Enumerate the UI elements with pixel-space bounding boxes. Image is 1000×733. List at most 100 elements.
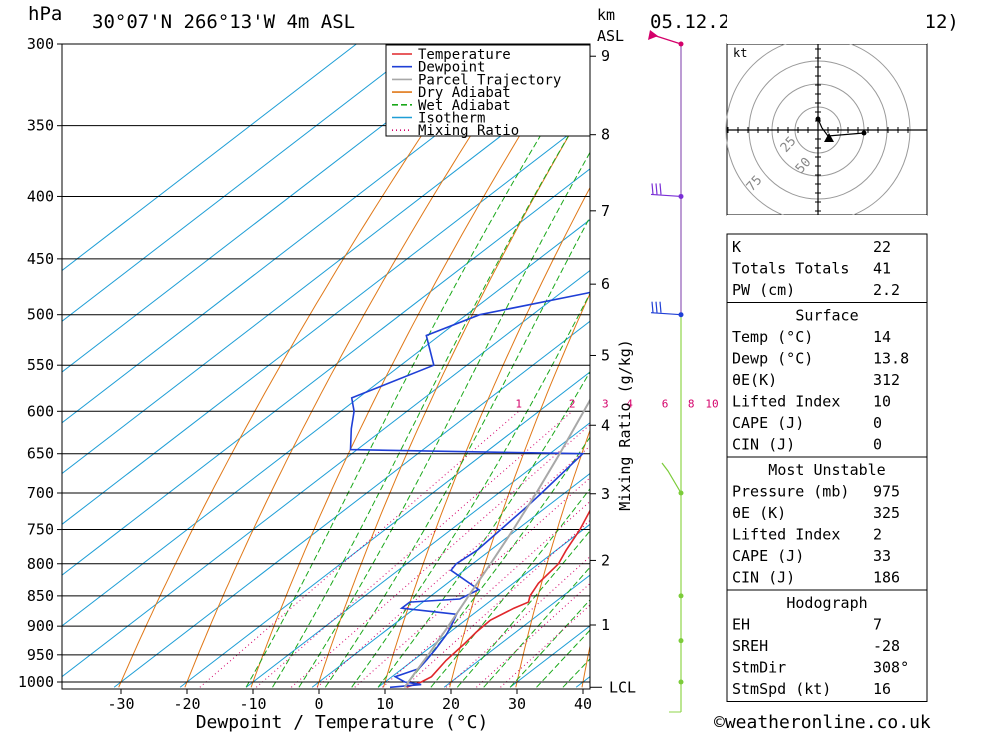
pressure-tick-label: 350	[27, 117, 54, 135]
pressure-tick-label: 600	[27, 402, 54, 420]
index-block-most-unstable	[726, 456, 928, 591]
index-value-general-1: 41	[873, 260, 891, 278]
wind-barb	[655, 301, 658, 313]
index-label-surface-1: Dewp (°C)	[732, 350, 813, 368]
index-label-general-0: K	[732, 238, 741, 256]
pressure-tick-label: 750	[27, 521, 54, 539]
wind-shaft	[655, 35, 682, 45]
legend-label: Wet Adiabat	[418, 98, 511, 114]
mixing-ratio-label: 2	[569, 397, 576, 410]
wind-shaft	[650, 193, 682, 198]
index-label-surface-2: θE(K)	[732, 371, 777, 389]
index-label-hodograph-3: StmSpd (kt)	[732, 680, 831, 698]
x-axis-title: Dewpoint / Temperature (°C)	[196, 712, 489, 733]
index-value-surface-4: 0	[873, 414, 882, 432]
index-value-most-unstable-1: 325	[873, 504, 900, 522]
dry-adiabat-line	[118, 44, 484, 688]
index-label-hodograph-2: StmDir	[732, 659, 786, 677]
wet-adiabat-line	[272, 98, 590, 688]
wet-adiabat-line	[324, 215, 590, 688]
series-line-temperature	[406, 509, 590, 689]
index-block-title-hodograph: Hodograph	[786, 594, 867, 612]
index-label-general-1: Totals Totals	[732, 260, 849, 278]
index-label-hodograph-0: EH	[732, 616, 750, 634]
index-label-surface-4: CAPE (J)	[732, 414, 804, 432]
index-value-surface-5: 0	[873, 436, 882, 454]
mixing-ratio-line	[199, 410, 520, 688]
mixing-ratio-label: 6	[662, 397, 669, 410]
index-value-surface-2: 312	[873, 371, 900, 389]
lcl-label: LCL	[609, 678, 636, 696]
temperature-tick-label: 0	[314, 695, 323, 713]
km-tick-label: 3	[601, 485, 610, 503]
km-tick-label: 1	[601, 616, 610, 634]
indices-table: K 22 Totals Totals 41 PW (cm) 2.2 Surface Temp …	[726, 233, 928, 702]
index-value-most-unstable-2: 2	[873, 526, 882, 544]
dry-adiabat-line	[383, 186, 590, 688]
index-block-hodograph	[726, 589, 928, 702]
isotherm-line	[179, 371, 590, 688]
isotherm-line	[62, 44, 423, 322]
index-value-surface-1: 13.8	[873, 350, 909, 368]
index-value-hodograph-1: -28	[873, 637, 900, 655]
index-label-surface-3: Lifted Index	[732, 393, 840, 411]
dry-adiabat-line	[978, 44, 1000, 687]
pressure-unit: hPa	[28, 3, 62, 25]
mixing-ratio-label: 1	[515, 397, 522, 410]
pressure-tick-label: 400	[27, 187, 54, 205]
index-value-hodograph-3: 16	[873, 680, 891, 698]
pressure-tick-label: 900	[27, 617, 54, 635]
wet-adiabat-line	[245, 53, 590, 688]
km-label: km	[597, 6, 615, 24]
index-value-hodograph-0: 7	[873, 616, 882, 634]
wind-level-dot	[678, 593, 684, 599]
pressure-tick-label: 950	[27, 646, 54, 664]
index-label-most-unstable-4: CIN (J)	[732, 569, 795, 587]
dry-adiabat-line	[184, 44, 531, 688]
mixing-ratio-axis-title: Mixing Ratio (g/kg)	[616, 339, 634, 511]
pressure-tick-label: 300	[27, 35, 54, 53]
asl-label: ASL	[597, 27, 624, 45]
km-tick-label: 2	[601, 551, 610, 569]
series-line-dewpoint	[349, 291, 590, 689]
mixing-ratio-line	[354, 477, 590, 688]
pressure-tick-label: 450	[27, 250, 54, 268]
isotherm-line	[377, 523, 590, 688]
sounding-series	[349, 291, 590, 689]
mixing-ratio-label: 3	[602, 397, 609, 410]
index-value-most-unstable-4: 186	[873, 569, 900, 587]
index-block-general	[726, 233, 928, 303]
km-tick-label: 9	[601, 47, 610, 65]
temperature-tick-label: -20	[173, 695, 200, 713]
wet-adiabat-line	[298, 151, 590, 688]
index-value-general-2: 2.2	[873, 281, 900, 299]
hodograph-mask	[727, 0, 927, 44]
isotherm-line	[311, 472, 590, 688]
index-label-most-unstable-2: Lifted Index	[732, 526, 840, 544]
index-label-surface-5: CIN (J)	[732, 436, 795, 454]
index-block-surface	[726, 302, 928, 458]
mixing-ratio-line	[316, 445, 590, 688]
index-label-most-unstable-3: CAPE (J)	[732, 547, 804, 565]
isobars	[62, 43, 590, 683]
legend-label: Parcel Trajectory	[418, 72, 561, 88]
index-label-general-2: PW (cm)	[732, 281, 795, 299]
km-tick-label: 4	[601, 416, 610, 434]
pressure-tick-label: 550	[27, 356, 54, 374]
index-label-hodograph-1: SREH	[732, 637, 768, 655]
index-label-most-unstable-0: Pressure (mb)	[732, 483, 849, 501]
dry-adiabat-line	[515, 428, 590, 688]
km-tick-label: 5	[601, 346, 610, 364]
wind-barb	[651, 183, 654, 195]
wet-adiabat-line	[430, 487, 590, 688]
temperature-tick-label: 30	[508, 695, 526, 713]
mixing-ratio-label: 8	[688, 397, 695, 410]
temperature-tick-label: 10	[376, 695, 394, 713]
index-block-title-surface: Surface	[795, 307, 858, 325]
legend-label: Temperature	[418, 47, 511, 63]
km-tick-label: 6	[601, 275, 610, 293]
hodograph-point	[815, 116, 821, 122]
pressure-tick-label: 650	[27, 445, 54, 463]
